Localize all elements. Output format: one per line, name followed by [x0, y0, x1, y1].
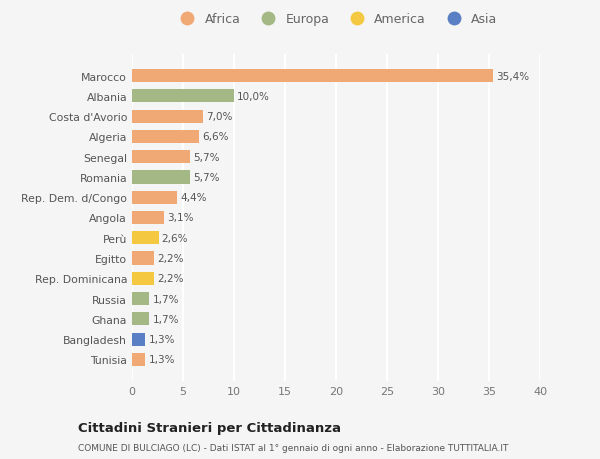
Text: 1,3%: 1,3% [148, 334, 175, 344]
Bar [132, 272, 154, 285]
Text: COMUNE DI BULCIAGO (LC) - Dati ISTAT al 1° gennaio di ogni anno - Elaborazione T: COMUNE DI BULCIAGO (LC) - Dati ISTAT al … [78, 443, 508, 452]
Bar [132, 110, 203, 123]
Bar [132, 232, 158, 245]
Text: 1,7%: 1,7% [152, 314, 179, 324]
Bar [132, 191, 177, 204]
Bar [132, 70, 493, 83]
Bar [132, 292, 149, 306]
Text: 10,0%: 10,0% [237, 92, 270, 102]
Bar [132, 252, 154, 265]
Text: 5,7%: 5,7% [193, 173, 220, 183]
Bar [132, 151, 190, 164]
Text: 1,7%: 1,7% [152, 294, 179, 304]
Bar [132, 130, 199, 144]
Text: 1,3%: 1,3% [148, 355, 175, 364]
Text: 4,4%: 4,4% [180, 193, 206, 203]
Text: 2,2%: 2,2% [157, 274, 184, 284]
Bar [132, 90, 234, 103]
Legend: Africa, Europa, America, Asia: Africa, Europa, America, Asia [171, 9, 501, 30]
Text: 2,2%: 2,2% [157, 253, 184, 263]
Text: 2,6%: 2,6% [161, 233, 188, 243]
Text: Cittadini Stranieri per Cittadinanza: Cittadini Stranieri per Cittadinanza [78, 421, 341, 434]
Text: 35,4%: 35,4% [496, 72, 529, 81]
Bar [132, 313, 149, 326]
Bar [132, 171, 190, 184]
Text: 6,6%: 6,6% [202, 132, 229, 142]
Text: 3,1%: 3,1% [167, 213, 193, 223]
Text: 5,7%: 5,7% [193, 152, 220, 162]
Text: 7,0%: 7,0% [206, 112, 233, 122]
Bar [132, 212, 164, 224]
Bar [132, 333, 145, 346]
Bar [132, 353, 145, 366]
